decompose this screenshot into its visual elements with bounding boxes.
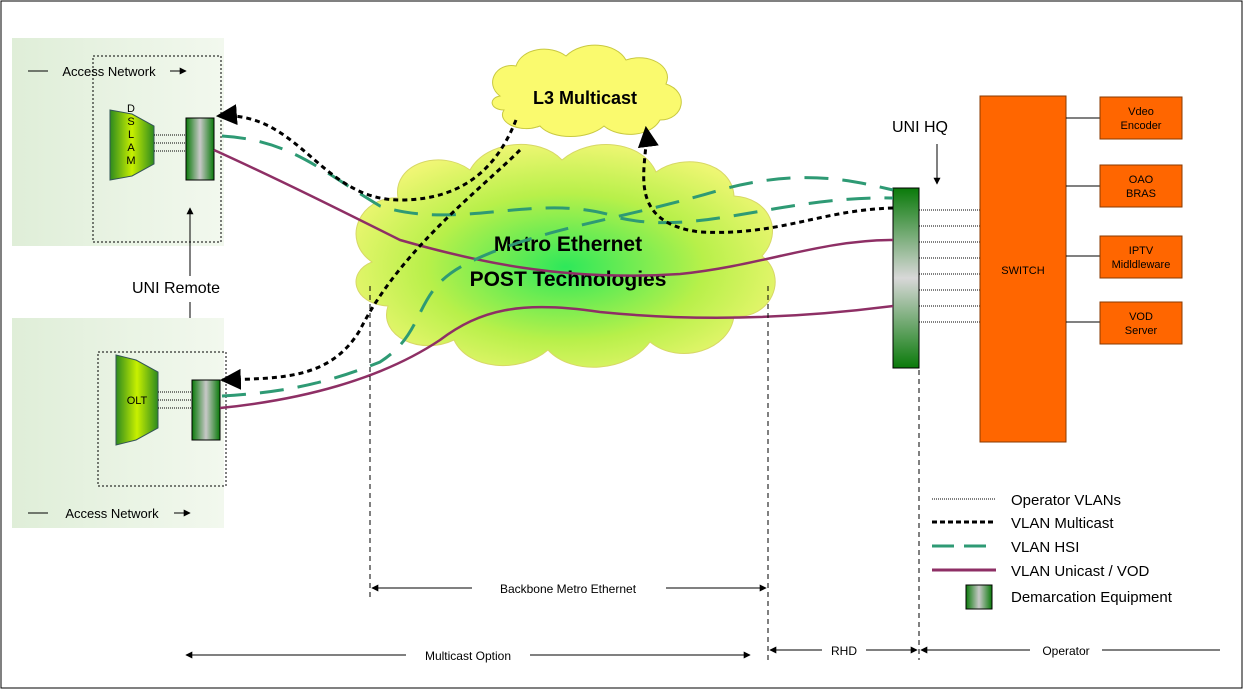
svg-text:Server: Server — [1125, 325, 1158, 337]
operator-label: Operator — [1042, 644, 1089, 658]
svg-text:M: M — [126, 155, 135, 167]
olt-device — [115, 354, 159, 446]
demarc-top-remote — [185, 117, 215, 181]
svg-text:A: A — [127, 142, 135, 154]
l3-multicast-label: L3 Multicast — [533, 88, 637, 108]
legend-label-multicast: VLAN Multicast — [1011, 515, 1114, 532]
service-oao-bras: OAO BRAS — [1099, 164, 1183, 208]
svg-text:S: S — [127, 116, 134, 128]
demarc-bottom-remote — [191, 379, 221, 441]
multicast-option-label: Multicast Option — [425, 649, 511, 663]
access-network-bottom: OLT Access Network — [12, 318, 227, 528]
metro-ethernet-cloud — [355, 143, 776, 368]
access-network-top: Access Network D S L A M — [12, 38, 224, 246]
legend-label-operator: Operator VLANs — [1011, 492, 1121, 509]
svg-text:Midldleware: Midldleware — [1112, 259, 1171, 271]
legend-label-hsi: VLAN HSI — [1011, 539, 1079, 556]
svg-text:Encoder: Encoder — [1121, 120, 1162, 132]
backbone-label-bg — [472, 580, 666, 596]
svg-text:IPTV: IPTV — [1129, 245, 1154, 257]
operator-vlan-links — [919, 209, 980, 323]
operator-label-bg — [1030, 642, 1102, 658]
svg-text:L: L — [128, 129, 134, 141]
legend: Operator VLANs VLAN Multicast VLAN HSI V… — [932, 492, 1173, 610]
vlan-unicast-lines — [213, 148, 894, 410]
svg-text:VOD: VOD — [1129, 311, 1153, 323]
metro-cloud-subtitle: POST Technologies — [470, 268, 667, 291]
access-network-top-label: Access Network — [62, 64, 156, 79]
service-iptv-middleware: IPTV Midldleware — [1099, 235, 1183, 279]
switch-box — [979, 95, 1067, 443]
rhd-label: RHD — [831, 644, 857, 658]
svg-text:D: D — [127, 103, 135, 115]
access-network-bottom-label: Access Network — [65, 506, 159, 521]
dslam-device — [109, 109, 155, 181]
svg-text:BRAS: BRAS — [1126, 188, 1156, 200]
legend-label-unicast: VLAN Unicast / VOD — [1011, 563, 1150, 580]
rhd-label-bg — [822, 642, 866, 658]
multicast-option-label-bg — [406, 647, 530, 663]
svg-text:Vdeo: Vdeo — [1128, 106, 1154, 118]
legend-swatch-demarc — [965, 584, 993, 610]
vlan-multicast-lines — [215, 104, 894, 390]
service-vod-server: VOD Server — [1099, 301, 1183, 345]
service-video-encoder: Vdeo Encoder — [1099, 96, 1183, 140]
olt-label: OLT — [127, 395, 148, 407]
demarc-hq — [892, 187, 920, 369]
uni-hq-label: UNI HQ — [892, 119, 948, 136]
span-guides — [369, 286, 920, 660]
legend-label-demarc: Demarcation Equipment — [1011, 589, 1173, 606]
dslam-label: D S L A M — [126, 103, 135, 167]
vlan-hsi-lines — [221, 134, 894, 398]
backbone-label: Backbone Metro Ethernet — [500, 582, 637, 596]
uni-remote-label: UNI Remote — [132, 280, 220, 297]
service-links — [1066, 117, 1100, 323]
switch-label: SWITCH — [1001, 265, 1044, 277]
l3-multicast-cloud — [491, 44, 682, 137]
svg-text:OAO: OAO — [1129, 174, 1154, 186]
